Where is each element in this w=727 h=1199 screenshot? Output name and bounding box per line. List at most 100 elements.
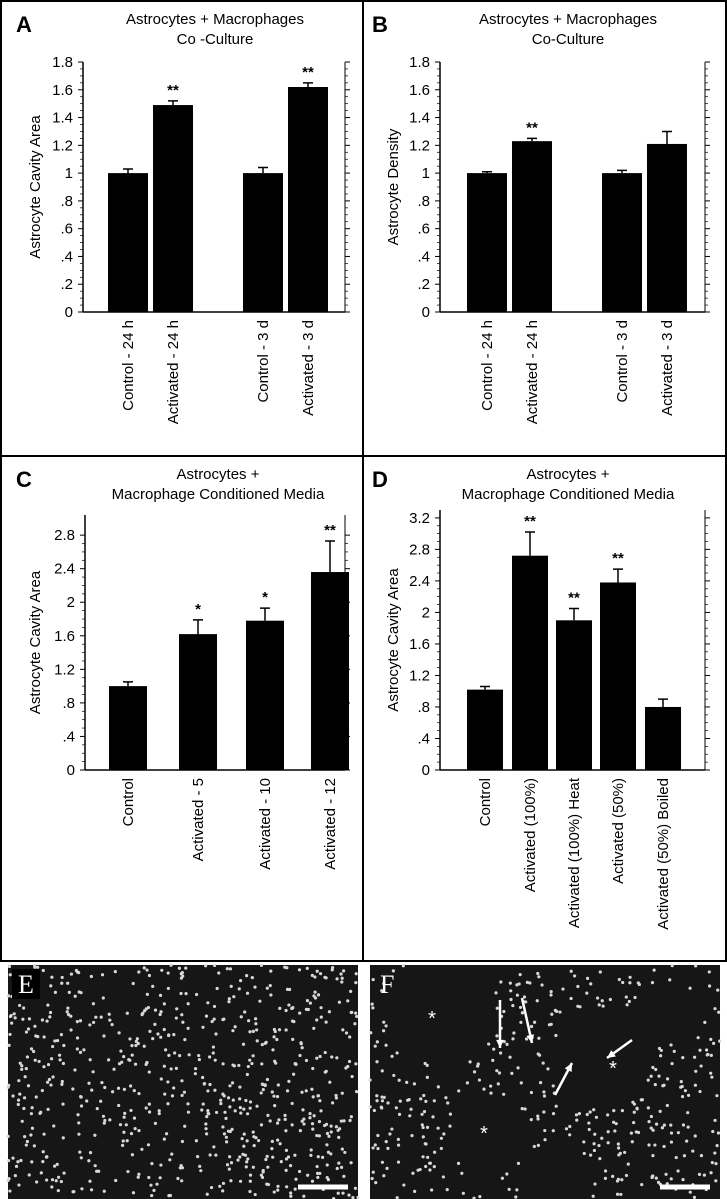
cell — [699, 1154, 704, 1158]
cell — [615, 1192, 620, 1196]
cell — [186, 1102, 190, 1106]
significance-label: ** — [524, 513, 536, 530]
cell — [229, 1179, 233, 1183]
cell — [709, 1171, 713, 1175]
x-tick-label: Activated (100%) — [522, 778, 539, 892]
cell — [354, 1011, 358, 1015]
cell — [152, 1188, 156, 1193]
cell — [711, 1129, 715, 1134]
y-tick-label: 2 — [422, 604, 430, 621]
cell — [426, 1155, 430, 1159]
cell — [468, 1060, 472, 1064]
bar — [108, 173, 148, 312]
cell — [248, 1173, 253, 1177]
cell — [113, 970, 117, 974]
x-tick-label: Activated - 24 h — [524, 320, 541, 424]
cell — [34, 1034, 38, 1038]
cell — [163, 1092, 167, 1096]
cell — [25, 1139, 30, 1144]
cell — [593, 1182, 597, 1186]
cell — [495, 1069, 499, 1073]
cell — [460, 1171, 464, 1175]
cell — [29, 1047, 34, 1051]
cell — [8, 1189, 12, 1193]
cell — [130, 1044, 134, 1048]
cell — [55, 1162, 59, 1166]
cell — [217, 971, 221, 975]
cell — [204, 1127, 208, 1131]
cell — [42, 1035, 46, 1039]
cell — [500, 1176, 504, 1180]
cell — [71, 1190, 75, 1194]
cell — [681, 1123, 686, 1127]
cell — [253, 1192, 257, 1197]
cell — [419, 1097, 423, 1101]
cell — [668, 978, 672, 982]
cell — [341, 1028, 345, 1032]
cell — [279, 1160, 283, 1164]
cell — [271, 1048, 275, 1052]
cell — [505, 1042, 509, 1046]
cell — [529, 1118, 533, 1122]
cell — [354, 1062, 358, 1066]
cell — [231, 1029, 235, 1033]
cell — [289, 1191, 293, 1195]
cell — [589, 982, 593, 986]
x-tick-label: Activated (50%) Boiled — [655, 778, 672, 930]
cell — [373, 1143, 377, 1147]
cell — [685, 1139, 689, 1143]
cell — [215, 986, 219, 991]
y-tick-label: 0 — [67, 762, 75, 779]
cell — [326, 1150, 331, 1154]
cell — [260, 1082, 264, 1086]
error-bar — [193, 619, 203, 635]
cell — [153, 1121, 158, 1125]
cell — [632, 1110, 636, 1114]
bar — [512, 141, 552, 312]
cell — [273, 1059, 277, 1063]
cell — [336, 1191, 340, 1195]
cell — [99, 1099, 103, 1103]
cell — [421, 1135, 425, 1139]
cell — [298, 1011, 302, 1015]
cell — [66, 1006, 70, 1010]
cell — [119, 1049, 123, 1053]
cell — [587, 1121, 591, 1125]
cell — [382, 981, 386, 986]
cell — [541, 1061, 545, 1065]
cell — [649, 1074, 653, 1078]
label-box — [12, 969, 40, 999]
cell — [613, 1129, 617, 1133]
cell — [97, 1169, 101, 1173]
cell — [411, 1171, 415, 1175]
y-tick-label: 0 — [422, 762, 430, 779]
cell — [649, 1114, 653, 1119]
cell — [313, 990, 317, 994]
cell — [45, 1178, 49, 1182]
cell — [315, 1171, 320, 1175]
cell — [662, 1123, 666, 1127]
cell — [284, 1129, 288, 1133]
cell — [224, 1135, 228, 1139]
cell — [394, 1106, 398, 1110]
cell — [48, 1010, 53, 1015]
cell — [180, 1093, 184, 1098]
cell — [688, 986, 692, 990]
cell — [537, 1053, 542, 1057]
cell — [310, 1122, 315, 1126]
cell — [58, 1058, 62, 1062]
cell — [325, 1131, 330, 1136]
cell — [232, 995, 236, 999]
cell — [158, 993, 163, 998]
cell — [662, 1144, 666, 1149]
cell — [529, 1024, 534, 1029]
cell — [243, 1153, 248, 1157]
cell — [669, 1177, 673, 1181]
cell — [159, 1035, 163, 1039]
cell — [222, 1132, 227, 1136]
cell — [44, 1155, 49, 1159]
cell — [51, 1075, 55, 1079]
cell — [718, 1039, 722, 1043]
image-label: F — [380, 970, 394, 999]
cell — [309, 1148, 313, 1152]
